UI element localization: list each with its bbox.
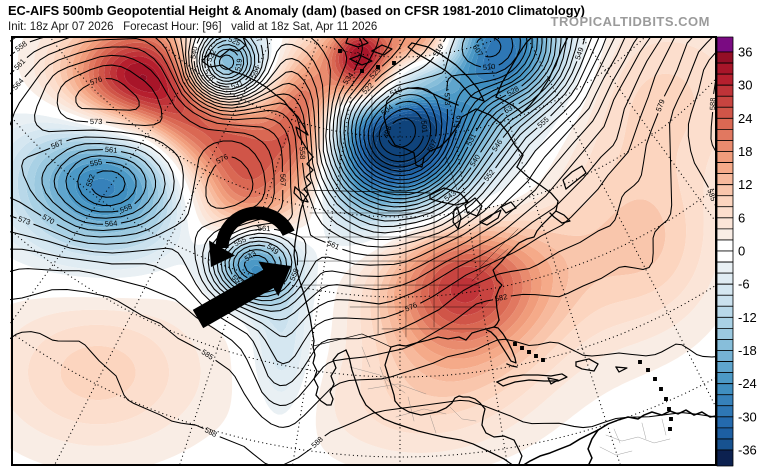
svg-text:576: 576 xyxy=(89,74,104,87)
svg-text:6: 6 xyxy=(738,210,745,225)
svg-text:-18: -18 xyxy=(738,343,757,358)
svg-text:558: 558 xyxy=(298,147,308,160)
svg-text:567: 567 xyxy=(278,174,287,187)
svg-text:537: 537 xyxy=(250,37,264,44)
svg-text:564: 564 xyxy=(104,219,117,229)
svg-text:561: 561 xyxy=(104,145,117,155)
svg-text:501: 501 xyxy=(419,120,429,133)
svg-text:519: 519 xyxy=(233,58,244,72)
svg-text:573: 573 xyxy=(17,214,32,227)
svg-text:-30: -30 xyxy=(738,409,757,424)
svg-text:585: 585 xyxy=(705,188,716,203)
svg-text:-6: -6 xyxy=(738,277,750,292)
svg-text:540: 540 xyxy=(189,46,200,60)
svg-text:558: 558 xyxy=(118,202,133,215)
svg-text:582: 582 xyxy=(494,292,508,303)
svg-text:-36: -36 xyxy=(738,443,757,458)
svg-text:510: 510 xyxy=(482,62,495,72)
svg-text:579: 579 xyxy=(654,98,667,113)
svg-text:561: 561 xyxy=(326,238,341,251)
svg-text:573: 573 xyxy=(90,117,103,126)
svg-text:24: 24 xyxy=(738,111,752,126)
svg-text:561: 561 xyxy=(258,224,271,233)
svg-text:555: 555 xyxy=(89,157,103,168)
svg-text:30: 30 xyxy=(738,78,752,93)
svg-text:552: 552 xyxy=(84,173,96,188)
svg-text:588: 588 xyxy=(708,97,716,110)
svg-text:531: 531 xyxy=(229,78,244,91)
svg-text:588: 588 xyxy=(203,425,218,439)
svg-text:-24: -24 xyxy=(738,376,757,391)
svg-text:-12: -12 xyxy=(738,310,757,325)
svg-text:525: 525 xyxy=(227,37,242,48)
svg-text:549: 549 xyxy=(573,46,586,61)
svg-text:0: 0 xyxy=(738,244,745,259)
svg-text:18: 18 xyxy=(738,144,752,159)
svg-text:12: 12 xyxy=(738,177,752,192)
svg-text:513: 513 xyxy=(443,93,452,106)
svg-text:36: 36 xyxy=(738,45,752,60)
